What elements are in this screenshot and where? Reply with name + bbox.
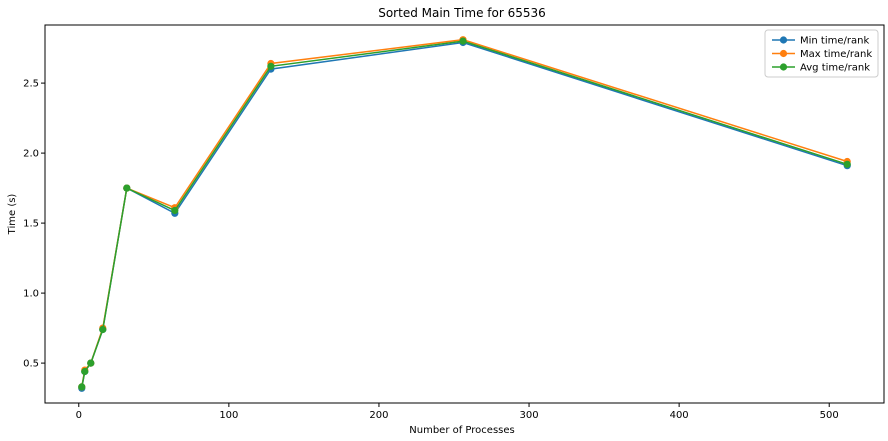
y-tick-label: 0.5 — [23, 359, 39, 370]
y-axis: 0.5 1.0 1.5 2.0 2.5 — [23, 79, 45, 370]
legend-label-max-time-rank: Max time/rank — [800, 49, 872, 60]
y-tick-label: 2.5 — [23, 79, 39, 90]
legend: Min time/rank Max time/rank Avg time/rank — [764, 29, 879, 78]
x-axis: 0 100 200 300 400 500 — [76, 403, 839, 421]
y-tick-label: 2.0 — [23, 149, 39, 160]
x-tick-label: 200 — [369, 410, 388, 421]
data-point-avg-time-rank — [123, 184, 131, 192]
series-layer — [78, 36, 851, 392]
x-axis-title: Number of Processes — [409, 425, 514, 436]
y-axis-title: Time (s) — [7, 194, 18, 236]
x-tick-label: 100 — [219, 410, 238, 421]
legend-marker-max-time-rank — [779, 49, 788, 58]
x-tick-label: 300 — [519, 410, 538, 421]
data-point-avg-time-rank — [459, 37, 467, 45]
x-tick-label: 400 — [670, 410, 689, 421]
x-tick-label: 500 — [820, 410, 839, 421]
legend-label-min-time-rank: Min time/rank — [800, 36, 869, 47]
y-tick-label: 1.5 — [23, 219, 39, 230]
plot-area — [44, 24, 885, 404]
data-point-avg-time-rank — [99, 325, 107, 334]
data-point-avg-time-rank — [81, 367, 89, 376]
data-point-avg-time-rank — [78, 383, 86, 391]
data-point-avg-time-rank — [171, 206, 179, 215]
legend-marker-min-time-rank — [779, 36, 788, 44]
x-tick-label: 0 — [76, 410, 82, 421]
data-point-avg-time-rank — [87, 359, 95, 367]
legend-label-avg-time-rank: Avg time/rank — [800, 63, 870, 74]
data-point-avg-time-rank — [267, 62, 275, 70]
legend-marker-avg-time-rank — [779, 63, 788, 71]
y-tick-label: 1.0 — [23, 289, 39, 300]
data-point-avg-time-rank — [843, 160, 851, 168]
chart-title: Sorted Main Time for 65536 — [378, 6, 546, 20]
legend-frame — [764, 29, 879, 78]
